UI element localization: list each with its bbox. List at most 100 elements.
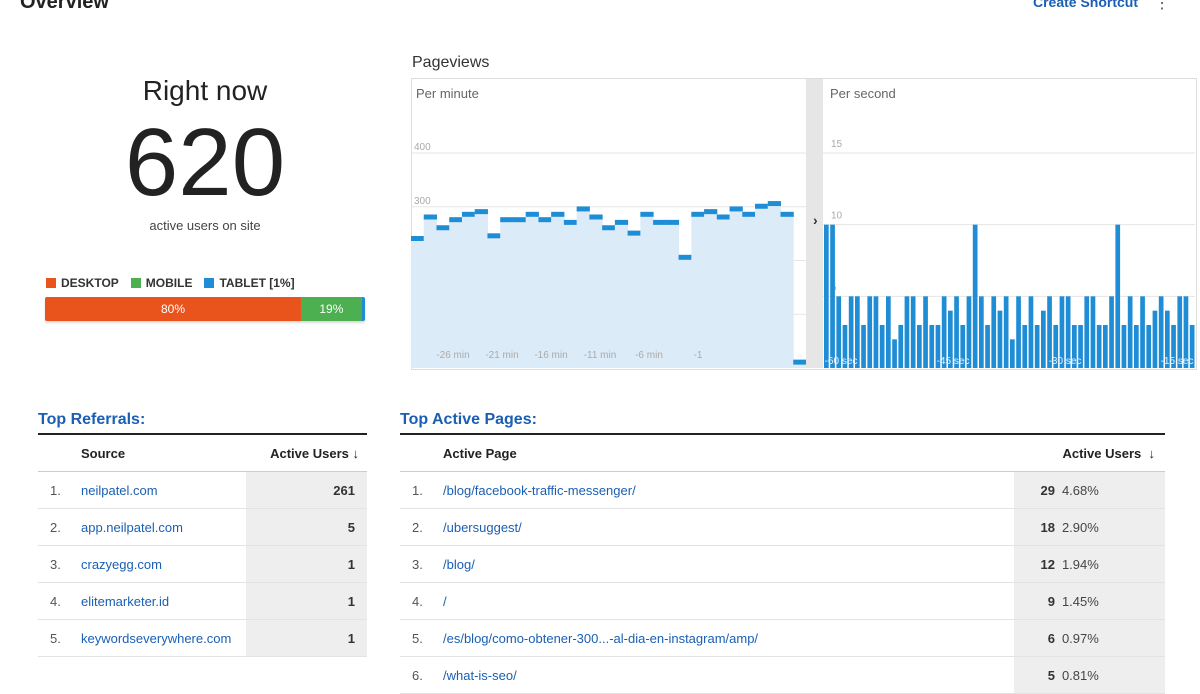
second-bar [848,296,854,368]
minute-segment [678,254,692,260]
top-referrals-table: Source Active Users ↓ 1. neilpatel.com 261… [38,433,367,657]
second-bar [873,296,879,368]
minute-segment [640,211,654,217]
second-bar [1028,296,1034,368]
area-column [500,220,514,368]
second-bar [917,325,922,368]
second-bar [1103,325,1108,368]
active-users-value: 18 [1014,508,1061,546]
chevron-right-icon[interactable]: › [813,212,818,228]
minute-segment [793,359,806,365]
second-bar [1158,296,1164,368]
area-column [665,222,680,368]
active-page-link[interactable]: / [442,582,1014,620]
minute-segment [767,201,782,207]
area-column [589,217,603,368]
area-column [653,222,667,368]
second-bar [1090,296,1096,368]
active-users-value: 5 [1014,656,1061,694]
second-bar [861,325,866,368]
sort-down-icon: ↓ [352,445,360,461]
second-bar [904,296,910,368]
second-bar [910,296,916,368]
active-users-percent: 0.97% [1060,619,1165,657]
second-bar [1022,325,1028,368]
second-bar [842,325,848,368]
referral-source-link[interactable]: neilpatel.com [80,471,246,509]
row-index: 2. [38,508,80,546]
active-users-value: 6 [1014,619,1061,657]
more-vertical-icon[interactable]: ⋮ [1154,0,1170,12]
x-tick-label: -26 min [436,350,469,361]
area-column [640,214,654,368]
active-users-value: 261 [246,471,367,509]
active-users-value: 12 [1014,545,1061,583]
row-index: 4. [400,582,442,620]
header-index [400,434,442,472]
table-row: 4./9 1.45% [400,582,1165,620]
second-bar [867,296,873,368]
desktop-segment: 80% [45,297,301,321]
table-row: 1. neilpatel.com 261 [38,471,367,509]
referral-source-link[interactable]: crazyegg.com [80,545,246,583]
minute-segment [704,209,718,215]
second-bar [886,296,891,368]
second-bar [991,296,997,368]
area-column [691,214,705,368]
active-page-link[interactable]: /what-is-seo/ [442,656,1014,694]
header-active-users[interactable]: Active Users ↓ [246,434,367,472]
minute-segment [500,217,514,223]
active-users-percent: 1.45% [1060,582,1165,620]
table-row: 2./ubersuggest/18 2.90% [400,508,1165,546]
second-bar [824,224,829,368]
area-column [551,214,565,368]
second-bar [948,310,953,368]
referral-source-link[interactable]: keywordseverywhere.com [80,619,246,657]
second-bar [1152,310,1158,368]
area-column [411,239,425,368]
area-column [704,212,718,368]
table-row: 3./blog/12 1.94% [400,545,1165,583]
right-now-label: Right now [142,75,268,106]
referral-source-link[interactable]: elitemarketer.id [80,582,246,620]
second-bar [1096,325,1102,368]
active-page-link[interactable]: /blog/facebook-traffic-messenger/ [442,471,1014,509]
x-tick-label: -6 min [635,350,663,361]
per-second-label: Per second [830,86,896,101]
area-column [678,257,692,368]
legend-swatch [204,278,215,288]
top-active-pages-title: Top Active Pages: [400,411,537,428]
create-shortcut-link[interactable]: Create Shortcut [1032,0,1138,10]
minute-segment [449,217,463,223]
second-bar [1127,296,1133,368]
header-source: Source [80,434,246,472]
x-tick-label: -16 min [534,350,567,361]
area-column [780,214,794,368]
second-bar [1189,325,1195,368]
active-page-link[interactable]: /es/blog/como-obtener-300...-al-dia-en-i… [442,619,1014,657]
area-column [512,220,527,368]
table-row: 2. app.neilpatel.com 5 [38,508,367,546]
referral-source-link[interactable]: app.neilpatel.com [80,508,246,546]
header-active-users[interactable]: Active Users ↓ [1014,434,1165,472]
second-bar [1121,325,1127,368]
second-bar [1047,296,1052,368]
header-active-page: Active Page [442,434,1014,472]
second-bar [1041,310,1046,368]
area-column [614,222,629,368]
sort-down-icon: ↓ [1148,445,1156,461]
second-bar [1171,325,1176,368]
active-page-link[interactable]: /ubersuggest/ [442,508,1014,546]
table-row: 3. crazyegg.com 1 [38,545,367,583]
minute-segment [665,219,680,225]
table-row: 1./blog/facebook-traffic-messenger/29 4.6… [400,471,1165,509]
second-bar [1146,325,1152,368]
row-index: 4. [38,582,80,620]
second-bar [972,224,978,368]
tablet-segment [361,297,365,321]
second-bar [985,325,990,368]
active-page-link[interactable]: /blog/ [442,545,1014,583]
x-tick-label: -1 [694,350,703,361]
x-tick-label: -60 sec [825,356,858,367]
second-bar [1109,296,1114,368]
